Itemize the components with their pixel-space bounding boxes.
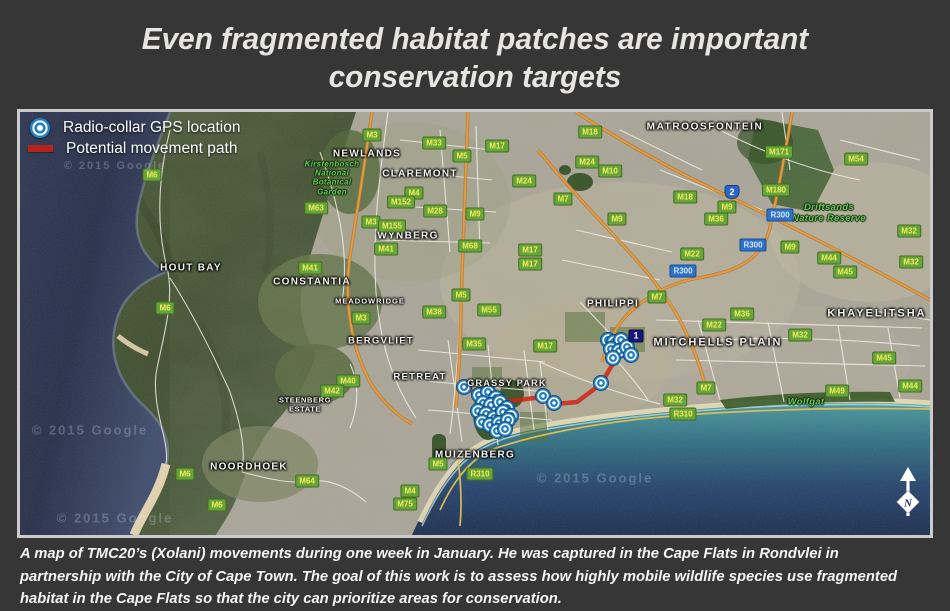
map-terrain (20, 112, 930, 535)
gps-marker (593, 375, 609, 391)
legend-gps-label: Radio-collar GPS location (63, 118, 241, 136)
north-label: N (903, 498, 913, 510)
gps-marker (456, 379, 472, 395)
legend-row-path: Potential movement path (28, 138, 240, 159)
gps-marker (546, 395, 562, 411)
caption: A map of TMC20’s (Xolani) movements duri… (20, 545, 898, 607)
movement-path-icon (28, 145, 53, 152)
legend-path-label: Potential movement path (66, 139, 238, 157)
gps-marker-icon (30, 117, 50, 138)
gps-marker-layer (456, 332, 639, 439)
satellite-map: N MATROOSFONTEIN NEWLANDS CLAREMONT WYNBERG… (17, 109, 933, 538)
title-line-1: Even fragmented habitat patches are impo… (141, 21, 809, 56)
gps-marker (623, 347, 639, 363)
legend-row-gps: Radio-collar GPS location (30, 117, 240, 138)
north-arrow: N (896, 467, 920, 516)
title-line-2: conservation targets (328, 58, 622, 94)
page-title: Even fragmented habitat patches are impo… (0, 0, 950, 96)
gps-marker (605, 350, 621, 366)
map-data-overlay: N (456, 332, 920, 516)
gps-marker (497, 421, 513, 437)
map-legend: Radio-collar GPS location Potential move… (28, 117, 240, 159)
